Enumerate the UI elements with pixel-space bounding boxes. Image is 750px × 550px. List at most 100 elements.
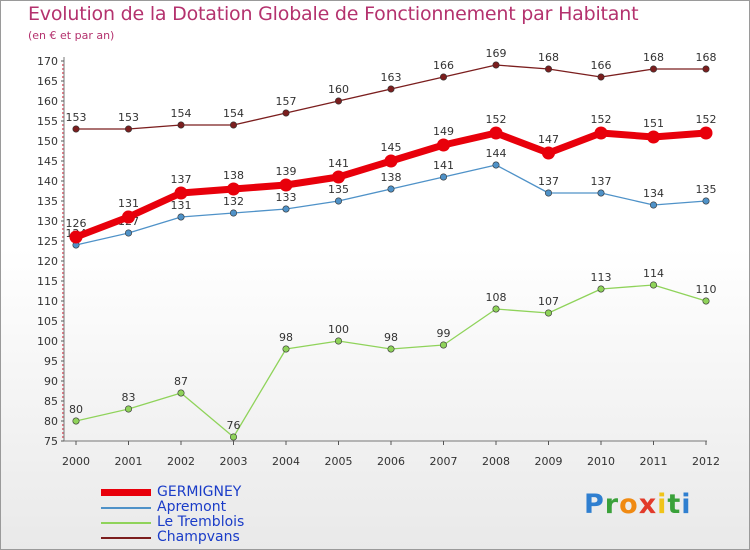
data-label-champvans: 168 [538,51,559,64]
y-tick-label: 85 [44,395,58,408]
data-label-germigney: 152 [696,113,717,126]
y-tick-label: 75 [44,435,58,448]
y-minor-tick [62,256,64,258]
chart-subtitle: (en € et par an) [28,29,115,42]
y-minor-tick [62,324,64,326]
data-point-germigney [122,210,135,224]
y-minor-tick [62,104,64,106]
data-point-le-tremblois [282,345,290,353]
logo-letter: x [638,489,658,520]
y-tick-label: 120 [37,255,58,268]
data-point-champvans [597,73,605,81]
data-label-le-tremblois: 107 [538,295,559,308]
y-minor-tick [62,172,64,174]
data-label-apremont: 144 [486,147,507,160]
data-point-apremont [439,173,447,181]
data-label-germigney: 126 [66,217,87,230]
data-label-apremont: 137 [538,175,559,188]
data-point-germigney [489,126,503,140]
series-line-le-tremblois [75,284,707,438]
y-minor-tick [62,396,64,398]
y-minor-tick [62,348,64,350]
y-minor-tick [62,112,64,114]
y-minor-tick [62,376,64,378]
y-minor-tick [62,152,64,154]
legend-label: Apremont [157,499,227,515]
data-point-germigney [594,126,608,140]
data-label-germigney: 152 [486,113,507,126]
data-point-le-tremblois [177,389,185,397]
data-point-apremont [387,185,395,193]
y-minor-tick [62,148,64,150]
y-tick-label: 90 [44,375,58,388]
y-minor-tick [62,156,64,158]
y-minor-tick [62,264,64,266]
x-tick-label: 2007 [430,455,458,468]
x-tick-label: 2002 [167,455,195,468]
data-label-germigney: 152 [591,113,612,126]
y-minor-tick [62,64,64,66]
data-label-champvans: 154 [223,107,244,120]
y-minor-tick [62,236,64,238]
data-label-le-tremblois: 98 [279,331,293,344]
legend-swatch [101,489,151,496]
data-label-germigney: 149 [433,125,454,138]
y-minor-tick [62,268,64,270]
data-label-le-tremblois: 114 [643,267,664,280]
legend-item-apremont: Apremont [101,499,321,515]
legend-swatch [101,522,151,524]
y-minor-tick [62,144,64,146]
y-minor-tick [62,292,64,294]
y-tick-label: 80 [44,415,58,428]
data-label-le-tremblois: 108 [486,291,507,304]
data-label-champvans: 157 [276,95,297,108]
data-point-germigney [332,170,345,184]
y-minor-tick [62,216,64,218]
x-tick-label: 2000 [62,455,90,468]
y-tick-label: 110 [37,295,58,308]
legend-item-le-tremblois: Le Tremblois [101,514,321,530]
data-label-le-tremblois: 98 [384,331,398,344]
data-label-germigney: 139 [276,165,297,178]
y-tick-label: 150 [37,135,58,148]
data-label-champvans: 160 [328,83,349,96]
data-point-le-tremblois [439,341,447,349]
y-minor-tick [62,388,64,390]
y-minor-tick [62,184,64,186]
y-minor-tick [62,428,64,430]
data-label-apremont: 131 [171,199,192,212]
y-minor-tick [62,116,64,118]
y-minor-tick [62,412,64,414]
y-minor-tick [62,212,64,214]
y-minor-tick [62,332,64,334]
data-point-le-tremblois [72,417,80,425]
data-point-germigney [384,154,398,168]
y-minor-tick [62,308,64,310]
data-label-germigney: 141 [328,157,349,170]
data-label-le-tremblois: 110 [696,283,717,296]
data-point-le-tremblois [230,433,238,441]
y-minor-tick [62,188,64,190]
data-label-champvans: 154 [171,107,192,120]
y-minor-tick [62,72,64,74]
x-tick-label: 2005 [325,455,353,468]
y-minor-tick [62,356,64,358]
legend-label: Champvans [157,529,240,545]
y-minor-tick [62,196,64,198]
y-minor-tick [62,316,64,318]
y-tick-label: 145 [37,155,58,168]
y-minor-tick [62,84,64,86]
data-label-apremont: 137 [591,175,612,188]
data-point-germigney [437,138,450,152]
y-minor-tick [62,432,64,434]
data-point-germigney [647,130,660,144]
data-point-le-tremblois [649,281,657,289]
x-tick-label: 2003 [220,455,248,468]
y-minor-tick [62,224,64,226]
data-label-le-tremblois: 100 [328,323,349,336]
logo-letter: i [681,489,692,520]
data-label-le-tremblois: 76 [227,419,241,432]
y-minor-tick [62,304,64,306]
legend-label: Le Tremblois [157,514,245,530]
